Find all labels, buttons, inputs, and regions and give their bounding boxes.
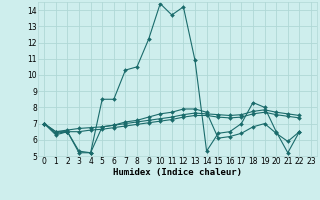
X-axis label: Humidex (Indice chaleur): Humidex (Indice chaleur) [113,168,242,177]
